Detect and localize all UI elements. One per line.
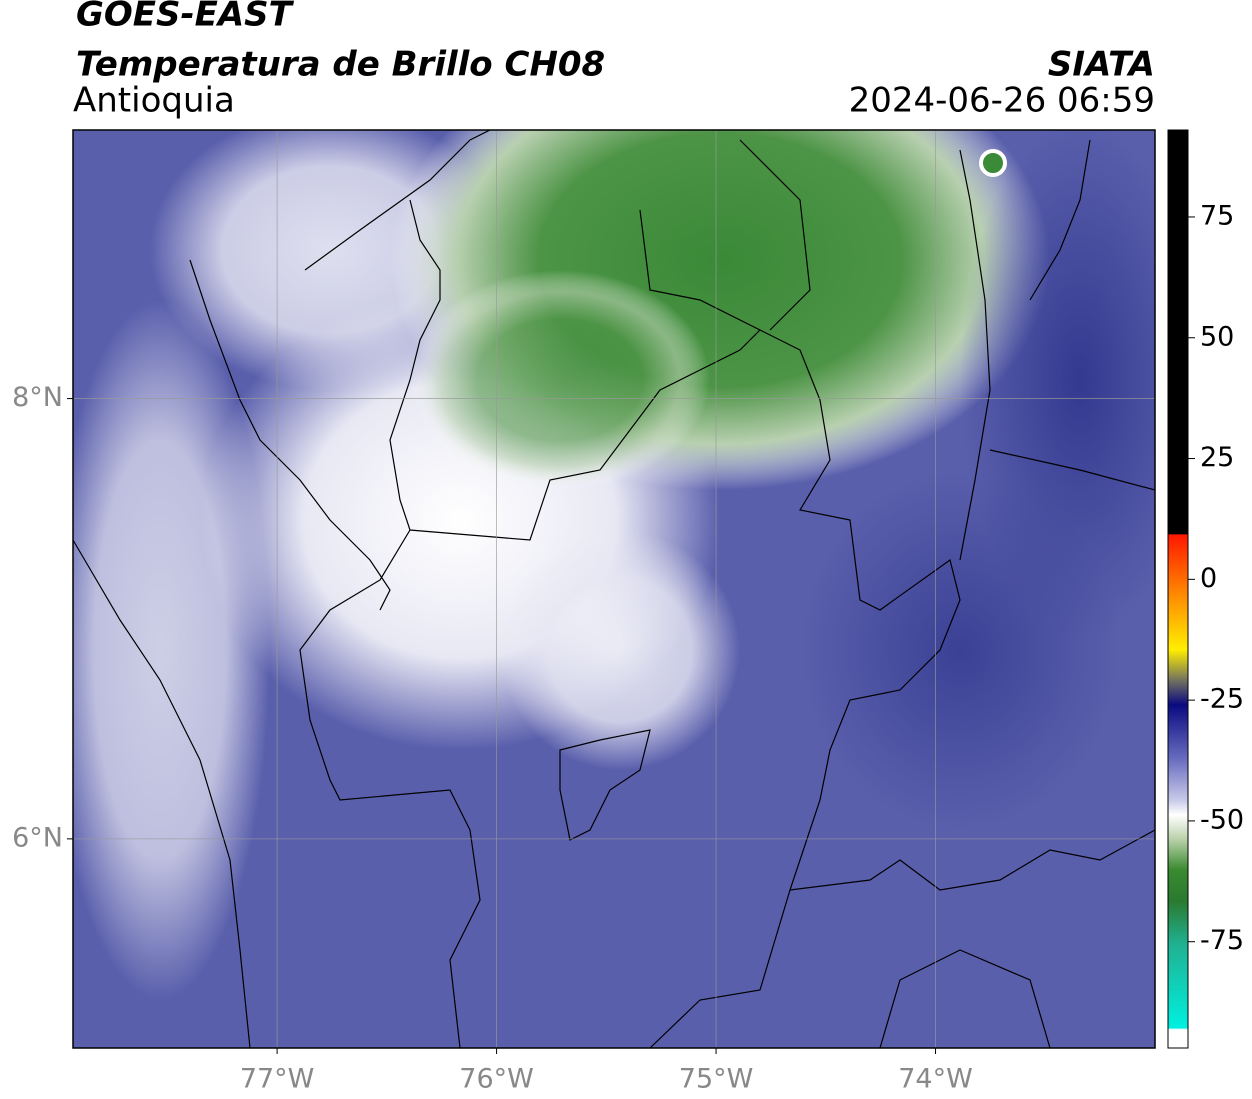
warm-area (800, 470, 1120, 830)
colorbar-tick-label: 0 (1200, 563, 1217, 594)
department-border (189, 259, 391, 611)
colorbar-tick-label: 50 (1200, 321, 1234, 352)
colorbar-tick-label: -75 (1200, 925, 1244, 956)
colorbar-tick-label: -25 (1200, 684, 1244, 715)
colorbar (1167, 129, 1189, 1049)
colorbar-tick-label: -50 (1200, 804, 1244, 835)
title: GOES-EAST (76, 0, 295, 35)
map (73, 130, 1155, 1048)
coastline (304, 130, 491, 271)
coastline (73, 539, 251, 1048)
x-tick-label: 74°W (898, 1064, 973, 1095)
cold-cloud-cell (979, 149, 1007, 177)
map-frame (72, 129, 1156, 1049)
source: SIATA (1048, 45, 1155, 85)
cold-cloud-area (410, 270, 710, 490)
colorbar-tick-label: 75 (1200, 200, 1234, 231)
y-tick-label: 8°N (12, 382, 63, 413)
graticule (73, 130, 1155, 1048)
x-tick-label: 77°W (240, 1064, 315, 1095)
cloud-area (500, 530, 740, 770)
department-border (639, 139, 811, 331)
y-tick-label: 6°N (12, 822, 63, 853)
subtitle: Temperatura de Brillo CH08 (76, 45, 605, 85)
department-border (649, 889, 1051, 1048)
timestamp: 2024-06-26 06:59 (849, 81, 1155, 121)
x-tick-label: 75°W (679, 1064, 754, 1095)
department-border (789, 139, 1155, 891)
region: Antioquia (73, 81, 235, 121)
municipality-border (559, 729, 651, 841)
x-tick-label: 76°W (459, 1064, 534, 1095)
department-border (299, 529, 481, 1048)
colorbar-tick-label: 25 (1200, 442, 1234, 473)
